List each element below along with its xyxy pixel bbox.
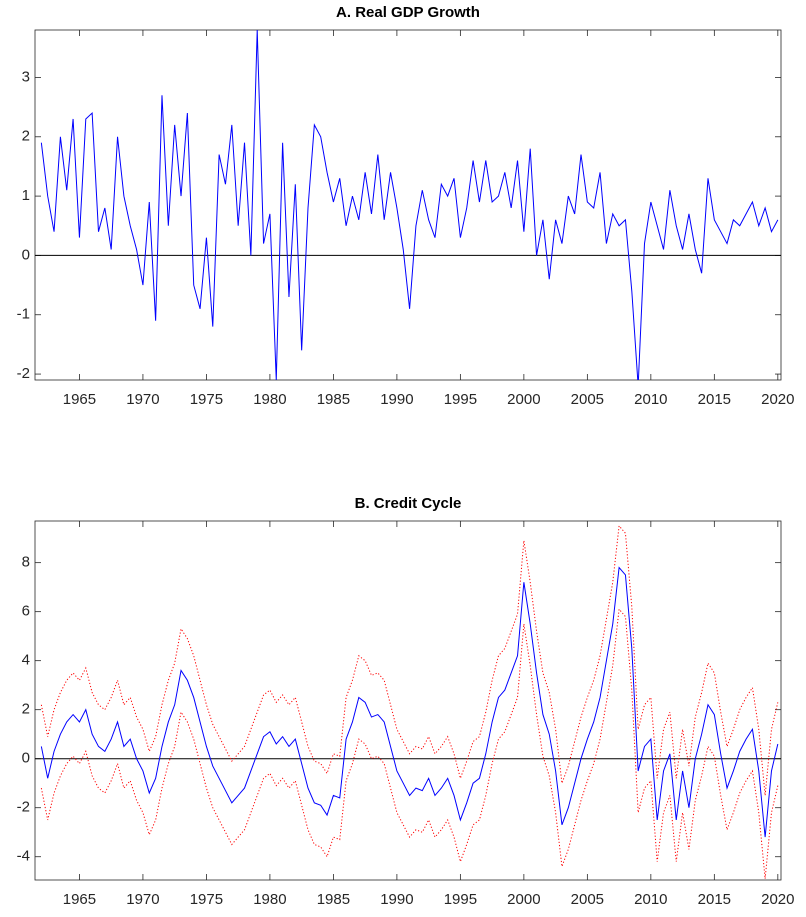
x-tick-label: 1995: [444, 391, 477, 408]
series-line: [40, 30, 779, 380]
x-tick-label: 2005: [571, 391, 604, 408]
plot-area: [34, 29, 782, 381]
x-tick-label: 2000: [507, 891, 540, 908]
series-line: [40, 566, 779, 838]
series-line: [40, 608, 779, 879]
y-tick-label: -1: [17, 306, 30, 323]
x-tick-label: 2020: [761, 891, 794, 908]
x-tick-label: 1975: [190, 391, 223, 408]
x-tick-label: 1990: [380, 391, 413, 408]
x-tick-label: 1980: [253, 891, 286, 908]
x-tick-label: 1975: [190, 891, 223, 908]
x-tick-label: 1985: [317, 391, 350, 408]
y-tick-label: -2: [17, 799, 30, 816]
y-tick-label: 1: [22, 187, 30, 204]
x-tick-label: 2010: [634, 391, 667, 408]
y-tick-label: 4: [22, 652, 30, 669]
chart-title: A. Real GDP Growth: [336, 4, 480, 21]
y-tick-label: 2: [22, 128, 30, 145]
x-tick-label: 2005: [571, 891, 604, 908]
y-tick-label: 8: [22, 554, 30, 571]
x-tick-label: 2015: [698, 391, 731, 408]
x-tick-label: 1990: [380, 891, 413, 908]
x-tick-label: 1995: [444, 891, 477, 908]
x-tick-label: 2010: [634, 891, 667, 908]
plot-area: [34, 520, 782, 881]
y-tick-label: -4: [17, 848, 30, 865]
y-tick-label: 2: [22, 701, 30, 718]
chart-title: B. Credit Cycle: [355, 495, 462, 512]
y-tick-label: -2: [17, 365, 30, 382]
x-tick-label: 2000: [507, 391, 540, 408]
x-tick-label: 1965: [63, 891, 96, 908]
x-tick-label: 1970: [126, 891, 159, 908]
y-tick-label: 0: [22, 750, 30, 767]
x-tick-label: 1985: [317, 891, 350, 908]
series-line: [40, 524, 779, 796]
x-tick-label: 2020: [761, 391, 794, 408]
x-tick-label: 1965: [63, 391, 96, 408]
x-tick-label: 1980: [253, 391, 286, 408]
x-tick-label: 2015: [698, 891, 731, 908]
x-tick-label: 1970: [126, 391, 159, 408]
y-tick-label: 6: [22, 603, 30, 620]
y-tick-label: 0: [22, 246, 30, 263]
y-tick-label: 3: [22, 68, 30, 85]
